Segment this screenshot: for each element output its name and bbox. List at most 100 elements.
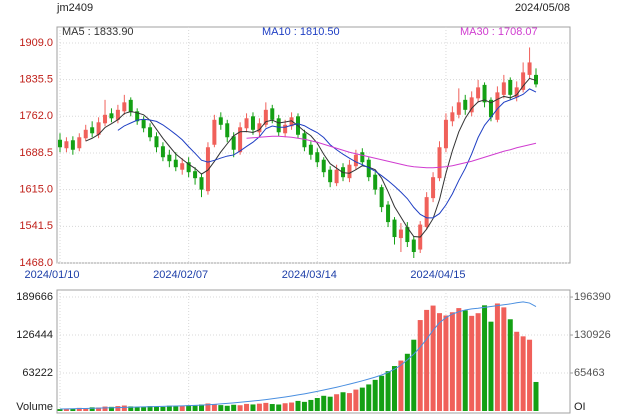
volume-bar [269,404,275,411]
candle-body [244,118,249,129]
candle-body [160,146,165,158]
candle-body [70,140,75,150]
candle-body [431,177,436,199]
candle-body [398,229,403,239]
candle-body [495,92,500,120]
volume-bar [327,396,333,411]
candle-body [411,239,416,253]
volume-bar [166,405,172,411]
candle-body [122,102,127,112]
candle-body [501,82,506,95]
volume-bar [70,408,76,411]
candle-body [250,116,255,130]
ma-line [117,88,537,219]
volume-bar [417,320,423,411]
volume-bar [128,406,134,411]
candle-body [514,87,519,98]
x-tick-label: 2024/02/07 [153,269,208,281]
volume-bar [237,405,243,411]
volume-bar [256,403,262,411]
volume-bar [424,309,430,411]
volume-bar [96,407,102,411]
candle-body [141,119,146,129]
ma-line [246,135,537,169]
candle-body [128,99,133,113]
volume-bar [379,375,385,411]
volume-bar [469,315,475,411]
volume-bar [186,405,192,411]
y-tick-label: 1909.0 [19,37,53,49]
volume-bar [314,398,320,411]
volume-bar [63,408,69,411]
volume-bar [160,406,166,411]
candle-body [218,117,223,125]
volume-bar [353,389,359,411]
candle-body [276,118,281,133]
legend-label: MA30 : 1708.07 [460,26,538,38]
candle-body [180,163,185,170]
volume-bar [366,384,372,411]
y2-tick-label: 130926 [574,329,611,341]
volume-bar [372,379,378,411]
candle-body [437,147,442,179]
chart-title: jm2409 [56,2,93,14]
candle-body [173,159,178,168]
volume-bar [411,339,417,411]
volume-bar [308,399,314,411]
candle-body [347,164,352,179]
volume-bar [443,315,449,411]
volume-bar [89,407,95,411]
volume-bar [141,406,147,411]
volume-bar [263,402,269,411]
volume-bar [359,387,365,411]
candle-body [443,119,448,149]
candle-body [231,136,236,150]
y-tick-label: 126444 [16,329,53,341]
candle-body [308,144,313,155]
candle-body [366,159,371,178]
candle-body [456,102,461,115]
candle-body [424,197,429,228]
volume-bar [115,406,121,411]
legend-label: MA10 : 1810.50 [262,26,340,38]
candle-body [64,141,69,149]
x-tick-label: 2024/04/15 [410,269,465,281]
volume-bar [527,339,533,411]
volume-bar [121,405,127,411]
candle-body [58,139,62,148]
candle-body [405,227,410,243]
volume-bar [282,403,288,411]
x-tick-label: 2024/03/14 [282,269,337,281]
candle-body [96,122,101,135]
volume-bar [507,319,513,411]
volume-bar [340,392,346,411]
volume-bar [231,404,237,411]
candle-body [186,162,191,173]
candle-body [328,169,333,183]
volume-bar [501,307,507,411]
volume-bar [430,305,436,411]
candle-body [476,87,481,99]
candle-body [527,62,532,75]
volume-bar [250,404,256,411]
legend-label: MA5 : 1833.90 [62,26,134,38]
volume-bar [218,405,224,411]
candle-body [360,152,365,163]
candle-body [225,123,230,138]
candle-body [463,99,468,110]
x-tick-label: 2024/01/10 [24,269,79,281]
candle-body [257,123,262,133]
candle-body [386,204,391,223]
y-tick-label: 189666 [16,291,53,303]
candle-body [205,147,210,192]
candle-body [103,114,108,124]
volume-bar [456,308,462,411]
volume-axis-label: Volume [16,401,53,413]
y-tick-label: 1541.5 [19,220,53,232]
candle-body [193,171,198,179]
volume-bar [173,406,179,411]
candle-body [212,119,217,145]
candle-body [167,154,172,162]
y-tick-label: 1762.0 [19,110,53,122]
y2-tick-label: 65463 [574,367,605,379]
